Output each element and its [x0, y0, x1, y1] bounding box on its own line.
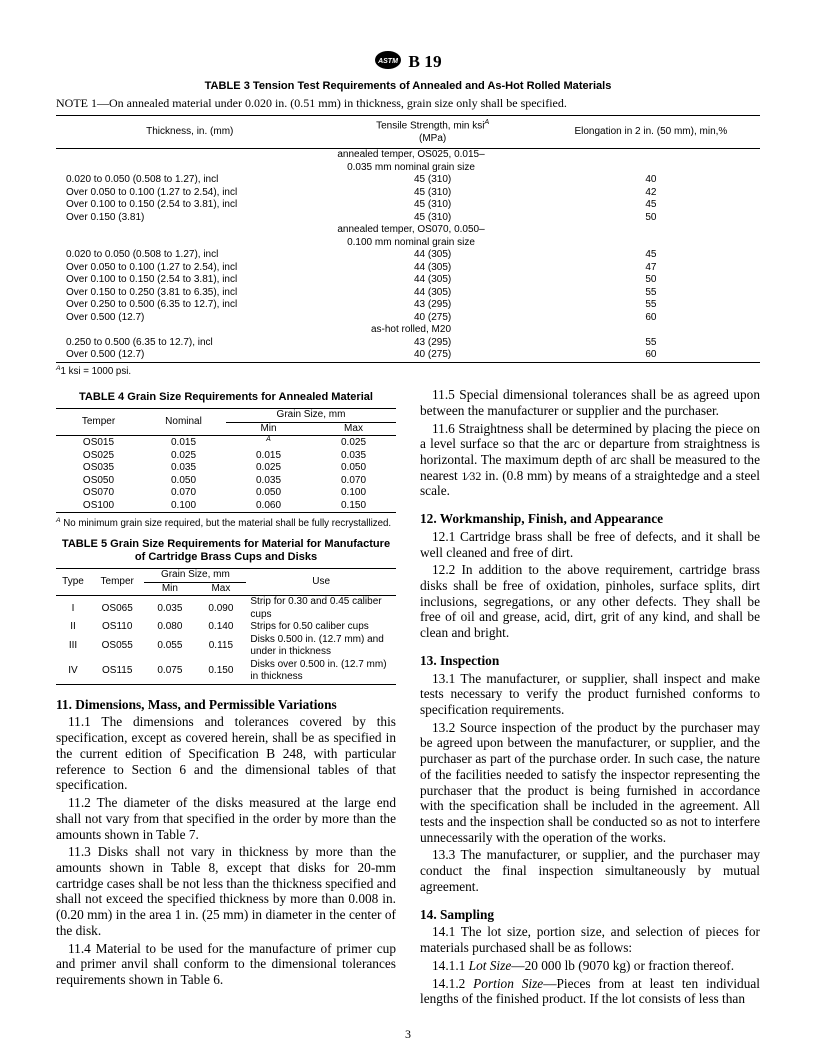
table3-col2: Tensile Strength, min ksiA(MPa) — [324, 116, 542, 149]
t4-min: Min — [226, 422, 311, 436]
table4-title: TABLE 4 Grain Size Requirements for Anne… — [56, 391, 396, 404]
sec13-p1: 13.1 The manufacturer, or supplier, shal… — [420, 671, 760, 718]
t4-nominal: Nominal — [141, 409, 226, 436]
left-column: TABLE 4 Grain Size Requirements for Anne… — [56, 387, 396, 1009]
table3: Thickness, in. (mm) Tensile Strength, mi… — [56, 115, 760, 363]
sec13-title: 13. Inspection — [420, 653, 760, 669]
t5-use: Use — [246, 569, 396, 596]
t4-temper: Temper — [56, 409, 141, 436]
table3-col1: Thickness, in. (mm) — [56, 116, 324, 149]
sec11-p6: 11.6 Straightness shall be determined by… — [420, 421, 760, 500]
sec12-p2: 12.2 In addition to the above requiremen… — [420, 562, 760, 641]
table3-footnote: A1 ksi = 1000 psi. — [56, 365, 760, 377]
sec11-p2: 11.2 The diameter of the disks measured … — [56, 795, 396, 842]
t5-type: Type — [56, 569, 90, 596]
sec14-title: 14. Sampling — [420, 907, 760, 923]
sec12-p1: 12.1 Cartridge brass shall be free of de… — [420, 529, 760, 560]
sec14-p1: 14.1 The lot size, portion size, and sel… — [420, 924, 760, 955]
table3-col3: Elongation in 2 in. (50 mm), min,% — [542, 116, 760, 149]
sec14-p1-2: 14.1.2 Portion Size—Pieces from at least… — [420, 976, 760, 1007]
astm-logo: ASTM — [374, 50, 402, 74]
page-number: 3 — [56, 1027, 760, 1042]
t5-max: Max — [195, 582, 246, 596]
sec13-p3: 13.3 The manufacturer, or supplier, and … — [420, 847, 760, 894]
t4-gs: Grain Size, mm — [226, 409, 396, 423]
sec11-p4: 11.4 Material to be used for the manufac… — [56, 941, 396, 988]
table5: Type Temper Grain Size, mm Use Min Max I… — [56, 568, 396, 685]
table4-footnote: A No minimum grain size required, but th… — [56, 517, 396, 530]
sec12-title: 12. Workmanship, Finish, and Appearance — [420, 511, 760, 527]
doc-number: B 19 — [408, 52, 441, 72]
sec11-title: 11. Dimensions, Mass, and Permissible Va… — [56, 697, 396, 713]
sec11-p1: 11.1 The dimensions and tolerances cover… — [56, 714, 396, 793]
table3-note: NOTE 1—On annealed material under 0.020 … — [56, 96, 760, 111]
t4-max: Max — [311, 422, 396, 436]
right-column: 11.5 Special dimensional tolerances shal… — [420, 387, 760, 1009]
table4: Temper Nominal Grain Size, mm Min Max OS… — [56, 408, 396, 513]
sec14-p1-1: 14.1.1 Lot Size—20 000 lb (9070 kg) or f… — [420, 958, 760, 974]
sec11-p5: 11.5 Special dimensional tolerances shal… — [420, 387, 760, 418]
t5-min: Min — [144, 582, 195, 596]
svg-text:ASTM: ASTM — [377, 58, 398, 65]
t5-temper: Temper — [90, 569, 144, 596]
t5-gs: Grain Size, mm — [144, 569, 246, 583]
table3-title: TABLE 3 Tension Test Requirements of Ann… — [56, 80, 760, 92]
sec11-p3: 11.3 Disks shall not vary in thickness b… — [56, 844, 396, 938]
table5-title: TABLE 5 Grain Size Requirements for Mate… — [56, 538, 396, 564]
sec13-p2: 13.2 Source inspection of the product by… — [420, 720, 760, 846]
doc-header: ASTM B 19 — [56, 50, 760, 74]
